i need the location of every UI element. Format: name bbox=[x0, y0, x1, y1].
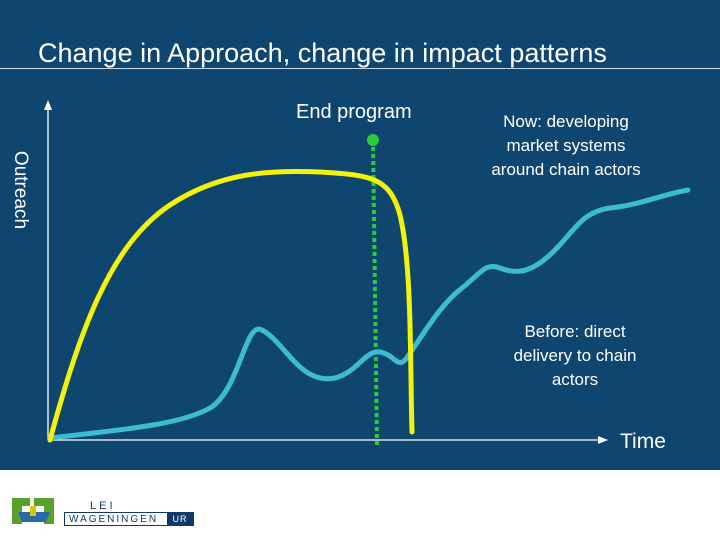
end-program-line bbox=[371, 139, 379, 446]
now-curve-label: Now: developing market systems around ch… bbox=[491, 112, 641, 179]
logo-text-wageningen-label: WAGENINGEN bbox=[69, 514, 159, 525]
y-axis-arrowhead bbox=[44, 100, 52, 110]
x-axis-label: Time bbox=[620, 430, 666, 453]
logo-badge-ur: UR bbox=[167, 513, 193, 525]
before-curve bbox=[47, 168, 415, 443]
end-program-dot bbox=[367, 134, 379, 146]
footer bbox=[0, 470, 720, 540]
title-divider bbox=[0, 68, 720, 69]
slide-title: Change in Approach, change in impact pat… bbox=[38, 38, 607, 68]
impact-diagram bbox=[44, 100, 691, 446]
before-curve-label: Before: direct delivery to chain actors bbox=[513, 322, 637, 389]
logo-text-lei: LEI bbox=[90, 500, 116, 512]
now-curve bbox=[47, 187, 691, 441]
x-axis-arrowhead bbox=[598, 436, 608, 444]
wageningen-logo-icon bbox=[10, 494, 56, 528]
end-program-label: End program bbox=[296, 101, 412, 123]
logo-text-wageningen: WAGENINGEN UR bbox=[64, 512, 194, 526]
slide-background bbox=[0, 0, 720, 470]
